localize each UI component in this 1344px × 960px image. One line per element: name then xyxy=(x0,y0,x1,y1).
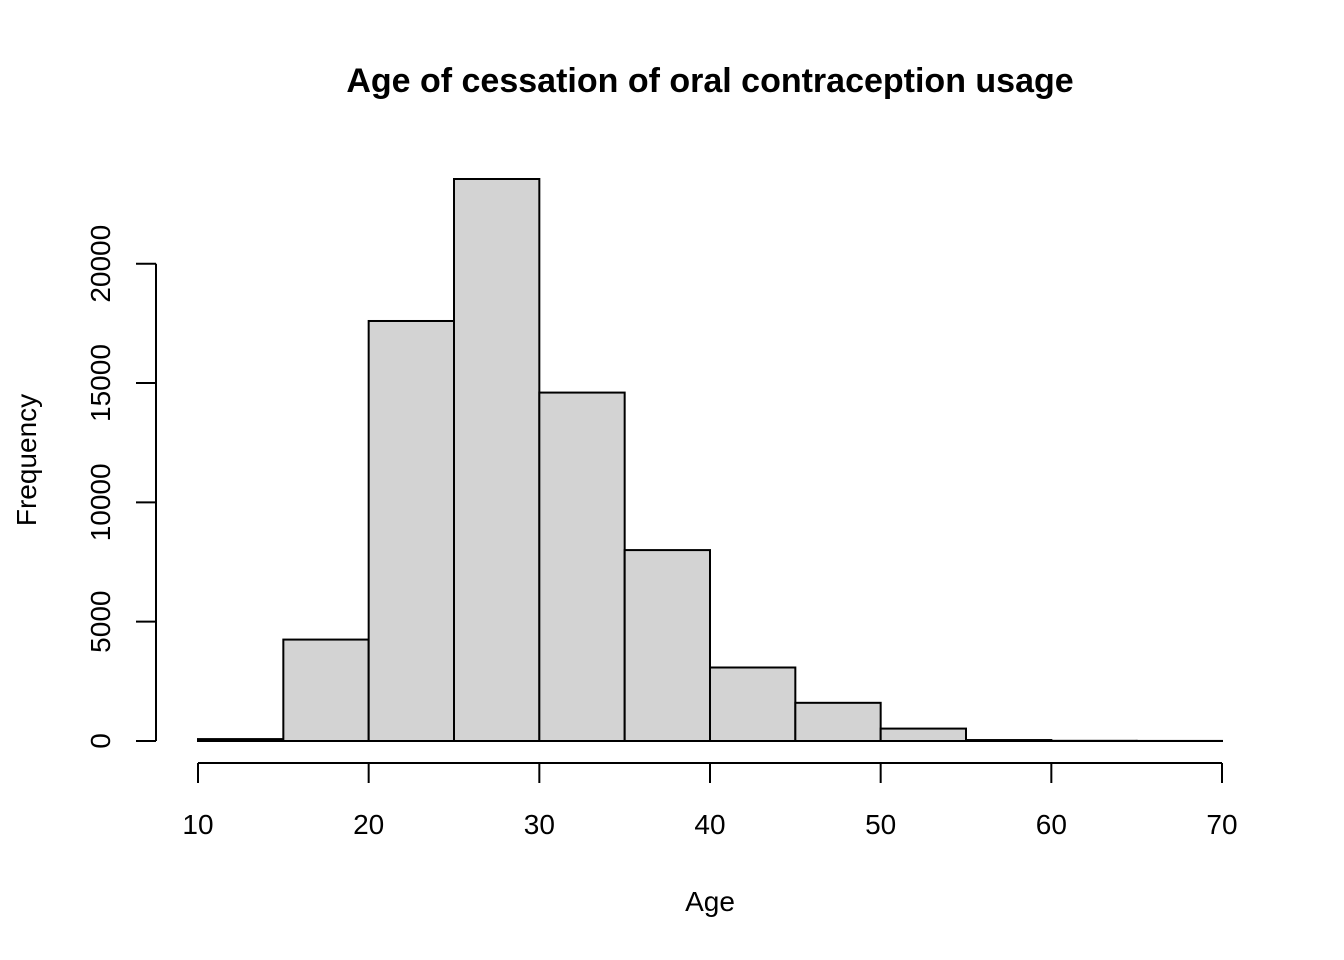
histogram-bar-35-40 xyxy=(623,549,712,742)
y-axis: 0 5000 10000 15000 20000 xyxy=(85,225,157,749)
x-tick-label-10: 10 xyxy=(182,809,213,840)
bars-layer xyxy=(197,178,1223,743)
y-tick-label-0: 0 xyxy=(85,733,116,749)
y-tick-label-10000: 10000 xyxy=(85,463,116,541)
histogram-bar-30-35 xyxy=(538,391,626,742)
histogram-bar-50-55 xyxy=(879,727,968,742)
histogram-bar-15-20 xyxy=(282,638,370,743)
y-tick-label-20000: 20000 xyxy=(85,225,116,303)
histogram-bar-25-30 xyxy=(453,178,541,742)
x-tick-label-20: 20 xyxy=(353,809,384,840)
x-tick-label-30: 30 xyxy=(524,809,555,840)
chart-title: Age of cessation of oral contraception u… xyxy=(346,62,1073,100)
histogram-bar-20-25 xyxy=(367,319,455,742)
x-tick-label-60: 60 xyxy=(1036,809,1067,840)
x-axis: 10 20 30 40 50 60 70 xyxy=(182,762,1238,840)
x-tick-label-40: 40 xyxy=(694,809,725,840)
y-tick-label-5000: 5000 xyxy=(85,591,116,653)
x-tick-label-70: 70 xyxy=(1206,809,1237,840)
histogram-bar-40-45 xyxy=(709,666,797,743)
x-tick-label-50: 50 xyxy=(865,809,896,840)
y-axis-label: Frequency xyxy=(11,394,42,526)
histogram-bar-45-50 xyxy=(794,701,882,742)
x-axis-label: Age xyxy=(685,886,735,917)
y-tick-label-15000: 15000 xyxy=(85,344,116,422)
